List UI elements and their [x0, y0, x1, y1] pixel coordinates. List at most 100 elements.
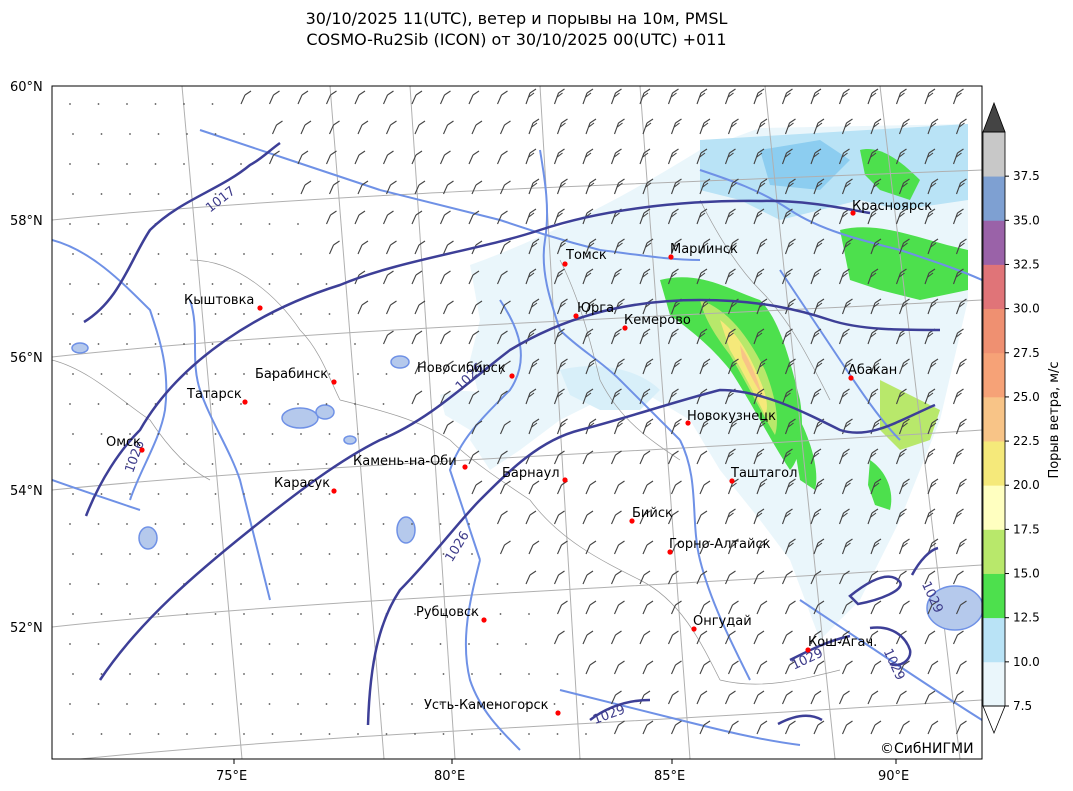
wind-barb	[898, 238, 910, 255]
wind-barb	[414, 240, 426, 255]
wind-barb	[642, 178, 654, 195]
calm-marker	[271, 253, 274, 255]
calm-marker	[271, 193, 274, 195]
calm-marker	[499, 673, 502, 675]
calm-marker	[100, 493, 103, 495]
calm-marker	[385, 433, 388, 435]
wind-barb	[838, 388, 850, 405]
calm-marker	[72, 253, 74, 255]
wind-barb	[556, 358, 568, 375]
colorbar-tick-label: 15.0	[1013, 567, 1040, 581]
wind-barb	[924, 570, 936, 585]
isobar-line-2	[84, 199, 871, 517]
city-label: Таштагол	[730, 466, 797, 481]
calm-marker	[243, 613, 245, 615]
calm-marker	[186, 553, 188, 555]
calm-marker	[496, 643, 499, 645]
wind-barb	[471, 180, 483, 195]
wind-barb	[442, 420, 454, 435]
wind-barb	[699, 418, 711, 435]
colorbar-tick-label: 32.5	[1013, 257, 1040, 271]
colorbar-band	[983, 220, 1005, 265]
wind-barb	[553, 450, 565, 465]
calm-marker	[214, 253, 217, 255]
calm-marker	[382, 403, 385, 405]
calm-marker	[471, 553, 473, 555]
calm-marker	[157, 733, 160, 735]
isobars	[83, 141, 941, 726]
calm-marker	[271, 373, 274, 375]
calm-marker	[97, 103, 100, 105]
calm-marker	[69, 343, 71, 345]
wind-barb	[585, 118, 597, 135]
wind-barb	[528, 418, 540, 435]
colorbar-band	[983, 264, 1005, 310]
wind-barb	[442, 360, 454, 375]
wind-barb	[838, 508, 850, 525]
calm-marker	[382, 463, 385, 465]
calm-marker	[211, 403, 214, 405]
city-label: Барабинск	[255, 367, 328, 382]
calm-marker	[186, 133, 188, 135]
map-plot-area: 1017 1026 1026 1026 1029 1029 1029 1029 …	[52, 86, 982, 759]
calm-marker	[72, 493, 74, 495]
calm-marker	[354, 343, 356, 345]
wind-barb	[610, 148, 622, 165]
wind-barb	[357, 180, 369, 195]
wind-barb	[699, 358, 711, 375]
map-title: 30/10/2025 11(UTC), ветер и порывы на 10…	[0, 8, 1033, 50]
calm-marker	[300, 493, 302, 495]
wind-barb	[670, 600, 682, 615]
city-novosibirsk: Новосибирск	[417, 361, 515, 379]
wind-barb	[585, 480, 597, 495]
wind-barb	[496, 330, 508, 345]
calm-marker	[154, 583, 157, 585]
wind-barb	[781, 448, 793, 465]
colorbar-ticks: 7.5 10.0 12.5 15.0 17.5 20.0 22.5 25.0 27.5 30.0 3…	[1005, 169, 1040, 713]
calm-marker	[268, 403, 271, 405]
wind-barb	[639, 148, 651, 165]
wind-barb	[838, 268, 850, 285]
calm-marker	[468, 583, 470, 585]
wind-barb	[613, 118, 625, 135]
lon-tick-labels: 75°E 80°E 85°E 90°E	[216, 759, 909, 784]
wind-barb	[810, 630, 822, 645]
colorbar-tick-label: 7.5	[1013, 699, 1032, 713]
wind-barb	[813, 720, 825, 735]
colorbar-band	[983, 441, 1005, 486]
lon-tick: 85°E	[654, 769, 685, 784]
wind-barb	[471, 480, 483, 495]
calm-marker	[186, 313, 188, 315]
colorbar-tick-label: 30.0	[1013, 302, 1040, 316]
calm-marker	[129, 493, 131, 495]
city-tomsk: Томск	[562, 248, 607, 267]
calm-marker	[525, 643, 527, 645]
calm-marker	[129, 733, 131, 735]
wind-barb	[867, 508, 879, 525]
lat-tick-labels: 60°N 58°N 56°N 54°N 52°N	[10, 80, 43, 636]
calm-marker	[297, 583, 299, 585]
wind-barb	[813, 478, 825, 495]
wind-barb	[927, 118, 939, 135]
wind-barb	[841, 298, 853, 315]
wind-barb	[385, 300, 397, 315]
calm-marker	[97, 223, 100, 225]
wind-barb	[781, 570, 793, 585]
wind-barb	[468, 450, 480, 465]
wind-barb	[642, 660, 654, 675]
wind-barb	[699, 118, 711, 135]
map-title-line2: COSMO-Ru2Sib (ICON) от 30/10/2025 00(UTC…	[306, 30, 727, 49]
wind-barb	[699, 540, 711, 555]
calm-marker	[442, 733, 445, 735]
calm-marker	[268, 523, 271, 525]
wind-barb	[528, 238, 540, 255]
wind-barb	[468, 330, 480, 345]
calm-marker	[157, 373, 160, 375]
calm-marker	[243, 553, 245, 555]
wind-barb	[328, 120, 340, 135]
calm-marker	[325, 703, 328, 705]
calm-marker	[129, 133, 131, 135]
wind-barb	[499, 420, 511, 435]
lat-tick: 52°N	[10, 621, 43, 636]
wind-barb	[642, 358, 654, 375]
